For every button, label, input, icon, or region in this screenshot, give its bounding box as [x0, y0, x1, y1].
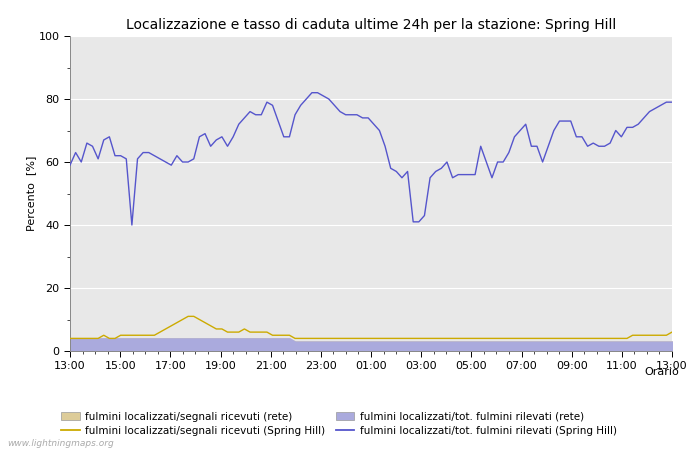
Text: Orario: Orario: [644, 367, 679, 377]
Title: Localizzazione e tasso di caduta ultime 24h per la stazione: Spring Hill: Localizzazione e tasso di caduta ultime …: [126, 18, 616, 32]
Legend: fulmini localizzati/segnali ricevuti (rete), fulmini localizzati/segnali ricevut: fulmini localizzati/segnali ricevuti (re…: [61, 412, 617, 436]
Y-axis label: Percento  [%]: Percento [%]: [26, 156, 36, 231]
Text: www.lightningmaps.org: www.lightningmaps.org: [7, 439, 113, 448]
